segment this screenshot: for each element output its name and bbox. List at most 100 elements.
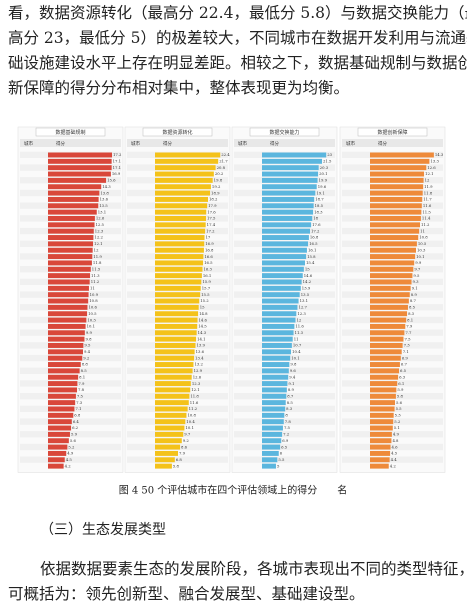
bar [48,438,69,444]
bar [48,266,91,272]
value-label: 11.7 [423,197,432,202]
row-stripe [20,431,121,438]
value-label: 11.2 [91,279,100,284]
bar [370,457,390,463]
bar [262,222,312,228]
value-label: 10.3 [87,317,96,322]
bar [155,317,198,323]
bar [262,317,296,323]
value-label: 9.9 [415,260,422,265]
value-label: 17.2 [113,152,122,157]
value-label: 7.5 [284,425,291,430]
value-label: 6.8 [176,457,183,462]
bar [370,438,392,444]
value-label: 16.9 [205,241,214,246]
bar [262,355,291,361]
value-label: 10.7 [293,343,302,348]
bar [155,323,198,329]
column-header: 城市 [131,140,140,147]
value-label: 14.3 [198,330,207,335]
bar [370,330,405,336]
value-label: 23 [327,152,332,157]
column-header: 得分 [378,140,387,147]
value-label: 7.9 [78,381,85,386]
paragraph-line: 可概括为：领先创新型、融合发展型、基础建设型。 [8,585,365,603]
bar [48,171,111,177]
value-label: 6.1 [398,381,404,386]
value-label: 5 [277,463,280,468]
value-label: 15.6 [107,178,116,183]
value-label: 17.6 [312,222,321,227]
value-label: 5.2 [394,419,401,424]
bar [262,431,283,437]
column-header: 城市 [238,140,247,147]
value-label: 19.1 [316,190,324,195]
value-label: 10.3 [417,247,426,252]
value-label: 8.7 [410,298,417,303]
value-label: 16.1 [203,273,211,278]
value-label: 5.9 [397,387,404,392]
value-label: 12.7 [298,305,307,310]
bar [155,228,206,234]
bar [48,158,112,164]
bar [48,222,95,228]
value-label: 4.8 [392,438,399,443]
bar [262,152,327,158]
value-label: 9.4 [84,349,91,354]
value-label: 17.6 [207,209,216,214]
bar [370,279,412,285]
bar [370,254,416,260]
value-label: 17.1 [113,159,121,164]
row-stripe [342,456,443,463]
bar [155,438,182,444]
value-label: 10.9 [90,292,99,297]
caption: 图 4 50 个评估城市在四个评估领域上的得分 名 [119,484,348,497]
value-label: 9.4 [289,374,296,379]
value-label: 7.8 [285,419,292,424]
bar [48,343,84,348]
bar [48,279,90,285]
value-label: 11.8 [190,393,199,398]
bar [262,209,314,215]
paragraph-line: 础设施建设水平上存在明显差距。相较之下，数据基础规制与数据创 [8,54,467,72]
bar [155,171,214,177]
value-label: 5.2 [68,444,75,449]
value-label: 13.5 [99,203,108,208]
value-label: 14.1 [197,336,205,341]
bar [48,304,88,310]
bar [155,209,207,215]
value-label: 14.6 [304,273,313,278]
value-label: 10.8 [419,235,428,240]
value-label: 8.5 [81,368,88,373]
value-label: 15.9 [202,279,211,284]
bar [48,228,94,234]
value-label: 5.6 [70,438,77,443]
bar [155,235,205,240]
header-row [342,139,443,147]
value-label: 11.6 [190,400,199,405]
panel-title-box [142,127,213,137]
value-label: 15.2 [200,298,209,303]
value-label: 16.9 [112,171,121,176]
header-row [20,139,121,147]
bar [48,184,102,190]
value-label: 8.5 [287,400,294,405]
value-label: 12.3 [95,228,104,233]
bar [370,393,396,399]
value-label: 12 [425,178,430,183]
bar [370,412,394,418]
bar [48,235,94,240]
value-label: 12.6 [96,216,105,221]
value-label: 7.2 [283,432,290,437]
bar [155,184,211,190]
bar [262,165,319,171]
panel-title: 数据交换能力 [269,129,299,136]
bar [262,184,317,190]
header-row [234,139,335,147]
bar [155,368,193,374]
value-label: 13.9 [302,286,311,291]
bar [48,450,67,456]
value-label: 17.2 [206,228,215,233]
column-header: 得分 [56,140,65,147]
bar [262,196,315,202]
